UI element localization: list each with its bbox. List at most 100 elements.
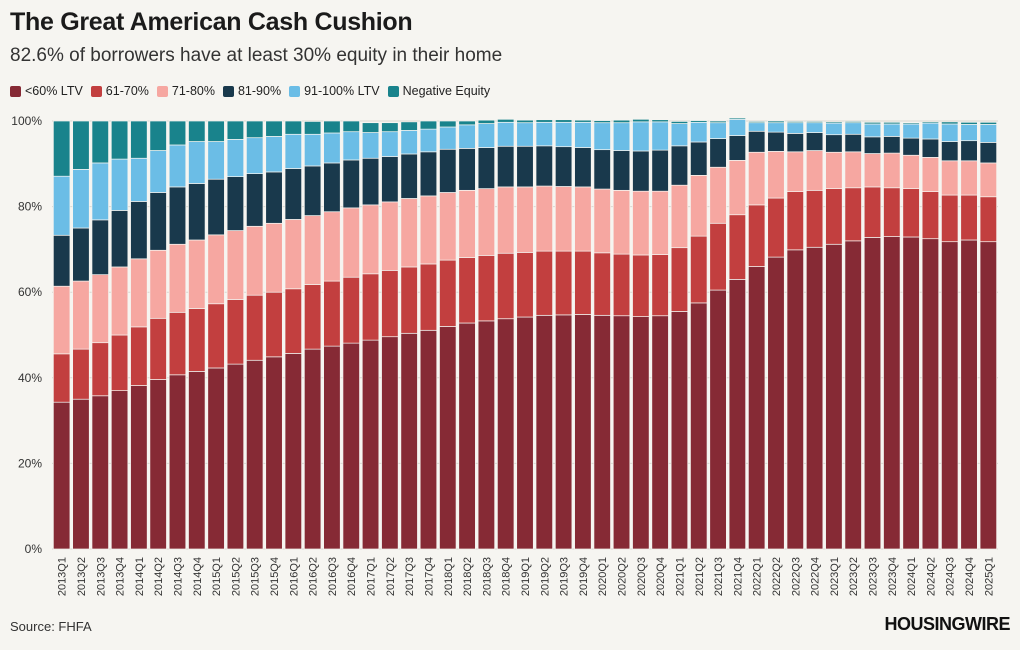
x-tick-label: 2024Q1 bbox=[906, 557, 918, 596]
bar-segment bbox=[91, 120, 109, 164]
bar-segment bbox=[825, 188, 843, 245]
bar-segment bbox=[593, 122, 611, 151]
bar-segment bbox=[535, 121, 553, 147]
bar-segment bbox=[709, 138, 727, 168]
bar-segment bbox=[149, 249, 167, 319]
bar-segment bbox=[265, 291, 283, 358]
bar-segment bbox=[400, 266, 418, 334]
bar-segment bbox=[941, 141, 959, 162]
bar-segment bbox=[497, 252, 515, 320]
bar-segment bbox=[72, 280, 90, 350]
bar-segment bbox=[361, 273, 380, 341]
bar-segment bbox=[554, 250, 573, 316]
bar-segment bbox=[284, 353, 302, 550]
y-tick-label: 60% bbox=[18, 285, 42, 299]
bar-segment bbox=[188, 141, 206, 184]
bar-segment bbox=[246, 225, 264, 296]
bar-segment bbox=[342, 120, 360, 133]
bar-segment bbox=[786, 151, 804, 192]
bar-segment bbox=[902, 137, 920, 156]
bar-segment bbox=[632, 254, 650, 317]
bar-segment bbox=[342, 207, 360, 278]
bar-segment bbox=[419, 263, 438, 331]
bar-segment bbox=[361, 122, 380, 133]
bar-segment bbox=[805, 132, 824, 151]
bar-segment bbox=[902, 154, 920, 189]
bar-segment bbox=[52, 175, 71, 236]
bar-segment bbox=[960, 121, 978, 125]
source-note: Source: FHFA bbox=[10, 619, 92, 634]
bar-segment bbox=[342, 159, 360, 209]
bar-segment bbox=[748, 122, 766, 132]
legend-item: <60% LTV bbox=[10, 84, 83, 98]
bar-segment bbox=[226, 120, 245, 140]
bar-segment bbox=[690, 141, 708, 176]
bar-segment bbox=[844, 121, 862, 124]
bar-segment bbox=[246, 294, 264, 361]
x-tick-label: 2018Q1 bbox=[443, 557, 455, 596]
chart-subtitle: 82.6% of borrowers have at least 30% equ… bbox=[10, 45, 503, 66]
bar-segment bbox=[825, 134, 843, 153]
bar-segment bbox=[207, 303, 225, 369]
bar-segment bbox=[941, 241, 959, 550]
bar-segment bbox=[748, 121, 766, 124]
x-tick-label: 2018Q2 bbox=[462, 557, 474, 596]
bar-segment bbox=[709, 122, 727, 139]
x-tick-label: 2019Q4 bbox=[578, 557, 590, 596]
bar-segment bbox=[419, 195, 438, 265]
bar-segment bbox=[844, 240, 862, 550]
bar-segment bbox=[149, 120, 167, 151]
bar-segment bbox=[168, 120, 187, 146]
x-tick-label: 2023Q4 bbox=[887, 557, 899, 596]
bar-segment bbox=[554, 121, 573, 148]
bar-segment bbox=[168, 186, 187, 245]
bar-segment bbox=[188, 371, 206, 550]
bar-segment bbox=[574, 119, 592, 123]
bar-segment bbox=[709, 289, 727, 550]
legend-swatch bbox=[10, 85, 21, 97]
bar-segment bbox=[941, 194, 959, 243]
bar-segment bbox=[593, 252, 611, 316]
bar-segment bbox=[786, 133, 804, 153]
bar-segment bbox=[690, 235, 708, 304]
bar-segment bbox=[149, 379, 167, 550]
bar-segment bbox=[728, 279, 747, 550]
bar-segment bbox=[439, 120, 457, 128]
bar-segment bbox=[728, 214, 747, 280]
legend-item: Negative Equity bbox=[387, 84, 490, 98]
bar-segment bbox=[439, 148, 457, 193]
y-tick-label: 80% bbox=[18, 200, 42, 214]
bar-segment bbox=[477, 147, 496, 189]
bar-segment bbox=[303, 133, 322, 167]
bar-segment bbox=[883, 121, 901, 125]
bar-segment bbox=[767, 151, 785, 199]
x-tick-label: 2019Q1 bbox=[520, 557, 532, 596]
bar-segment bbox=[439, 126, 457, 150]
x-tick-label: 2021Q4 bbox=[732, 557, 744, 596]
bar-segment bbox=[130, 326, 148, 386]
bar-segment bbox=[593, 314, 611, 550]
y-tick-label: 0% bbox=[25, 542, 43, 556]
bar-segment bbox=[767, 120, 785, 124]
bar-segment bbox=[883, 152, 901, 189]
bar-segment bbox=[284, 168, 302, 220]
bar-segment bbox=[439, 259, 457, 327]
bar-segment bbox=[748, 266, 766, 550]
bar-segment bbox=[91, 219, 109, 275]
bar-segment bbox=[593, 120, 611, 124]
x-tick-label: 2013Q4 bbox=[115, 557, 127, 596]
bar-segment bbox=[91, 162, 109, 221]
bar-segment bbox=[188, 308, 206, 372]
legend-label: <60% LTV bbox=[25, 84, 83, 98]
bar-segment bbox=[400, 130, 418, 155]
legend-swatch bbox=[90, 85, 102, 97]
bar-segment bbox=[516, 252, 534, 318]
x-tick-label: 2018Q3 bbox=[481, 557, 493, 596]
x-tick-label: 2022Q1 bbox=[752, 557, 764, 596]
bar-segment bbox=[535, 185, 553, 252]
bar-segment bbox=[226, 176, 245, 231]
bar-segment bbox=[361, 339, 380, 550]
bar-segment bbox=[516, 122, 534, 147]
chart-title: The Great American Cash Cushion bbox=[10, 8, 413, 36]
